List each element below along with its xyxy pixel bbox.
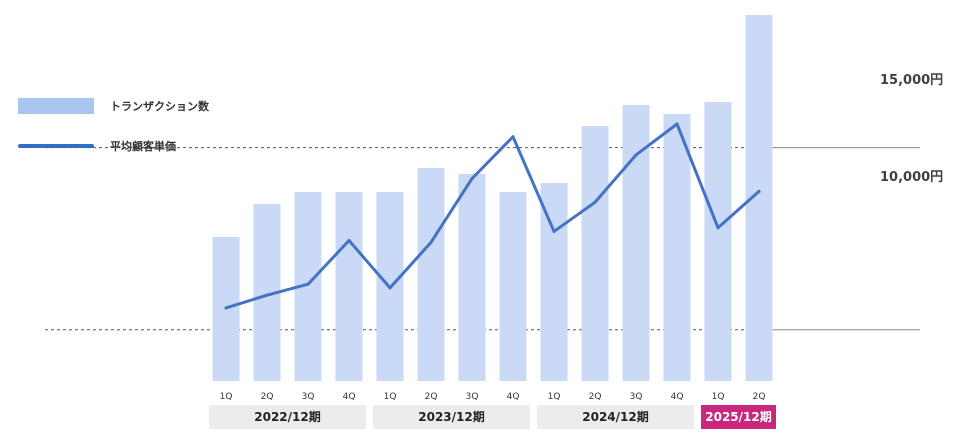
x-tick-label: 3Q [302, 392, 315, 402]
line-point [511, 135, 515, 139]
bar [458, 174, 486, 381]
legend-entry-line: 平均顧客単価 [18, 138, 176, 154]
line-point [634, 153, 638, 157]
bar [581, 126, 609, 381]
bar [499, 192, 527, 381]
reference-label-15000: 15,000円 [880, 73, 944, 88]
x-tick-label: 4Q [343, 392, 356, 402]
bar [540, 183, 568, 381]
line-point [593, 200, 597, 204]
legend-bar-label: トランザクション数 [110, 100, 209, 113]
period-label: 2022/12期 [209, 405, 366, 429]
legend-line-swatch [18, 144, 94, 148]
x-tick-label: 1Q [384, 392, 397, 402]
period-label: 2024/12期 [537, 405, 694, 429]
x-tick-label: 2Q [425, 392, 438, 402]
x-tick-label: 4Q [671, 392, 684, 402]
x-tick-label: 1Q [548, 392, 561, 402]
line-point [265, 293, 269, 297]
line-point [347, 239, 351, 243]
line-point [388, 286, 392, 290]
legend-bar-swatch [18, 98, 94, 114]
line-point [224, 306, 228, 310]
bar [704, 102, 732, 381]
x-tick-label: 3Q [466, 392, 479, 402]
x-tick-label: 2Q [261, 392, 274, 402]
bar [663, 114, 691, 381]
legend-line-label: 平均顧客単価 [110, 140, 176, 153]
legend-entry-bars: トランザクション数 [18, 98, 209, 114]
bar [622, 105, 650, 381]
line-point [470, 177, 474, 181]
bar [335, 192, 363, 381]
x-tick-label: 2Q [753, 392, 766, 402]
line-point [757, 189, 761, 193]
x-tick-label: 1Q [712, 392, 725, 402]
bar [417, 168, 445, 381]
line-point [429, 240, 433, 244]
x-tick-label: 3Q [630, 392, 643, 402]
line-point [675, 122, 679, 126]
line-point [306, 282, 310, 286]
line-point [552, 229, 556, 233]
x-tick-label: 1Q [220, 392, 233, 402]
line-point [716, 226, 720, 230]
reference-label-10000: 10,000円 [880, 170, 944, 185]
x-tick-label: 4Q [507, 392, 520, 402]
series-line-average-price [224, 122, 761, 310]
period-label: 2025/12期 [701, 405, 776, 429]
period-label: 2023/12期 [373, 405, 530, 429]
x-tick-label: 2Q [589, 392, 602, 402]
